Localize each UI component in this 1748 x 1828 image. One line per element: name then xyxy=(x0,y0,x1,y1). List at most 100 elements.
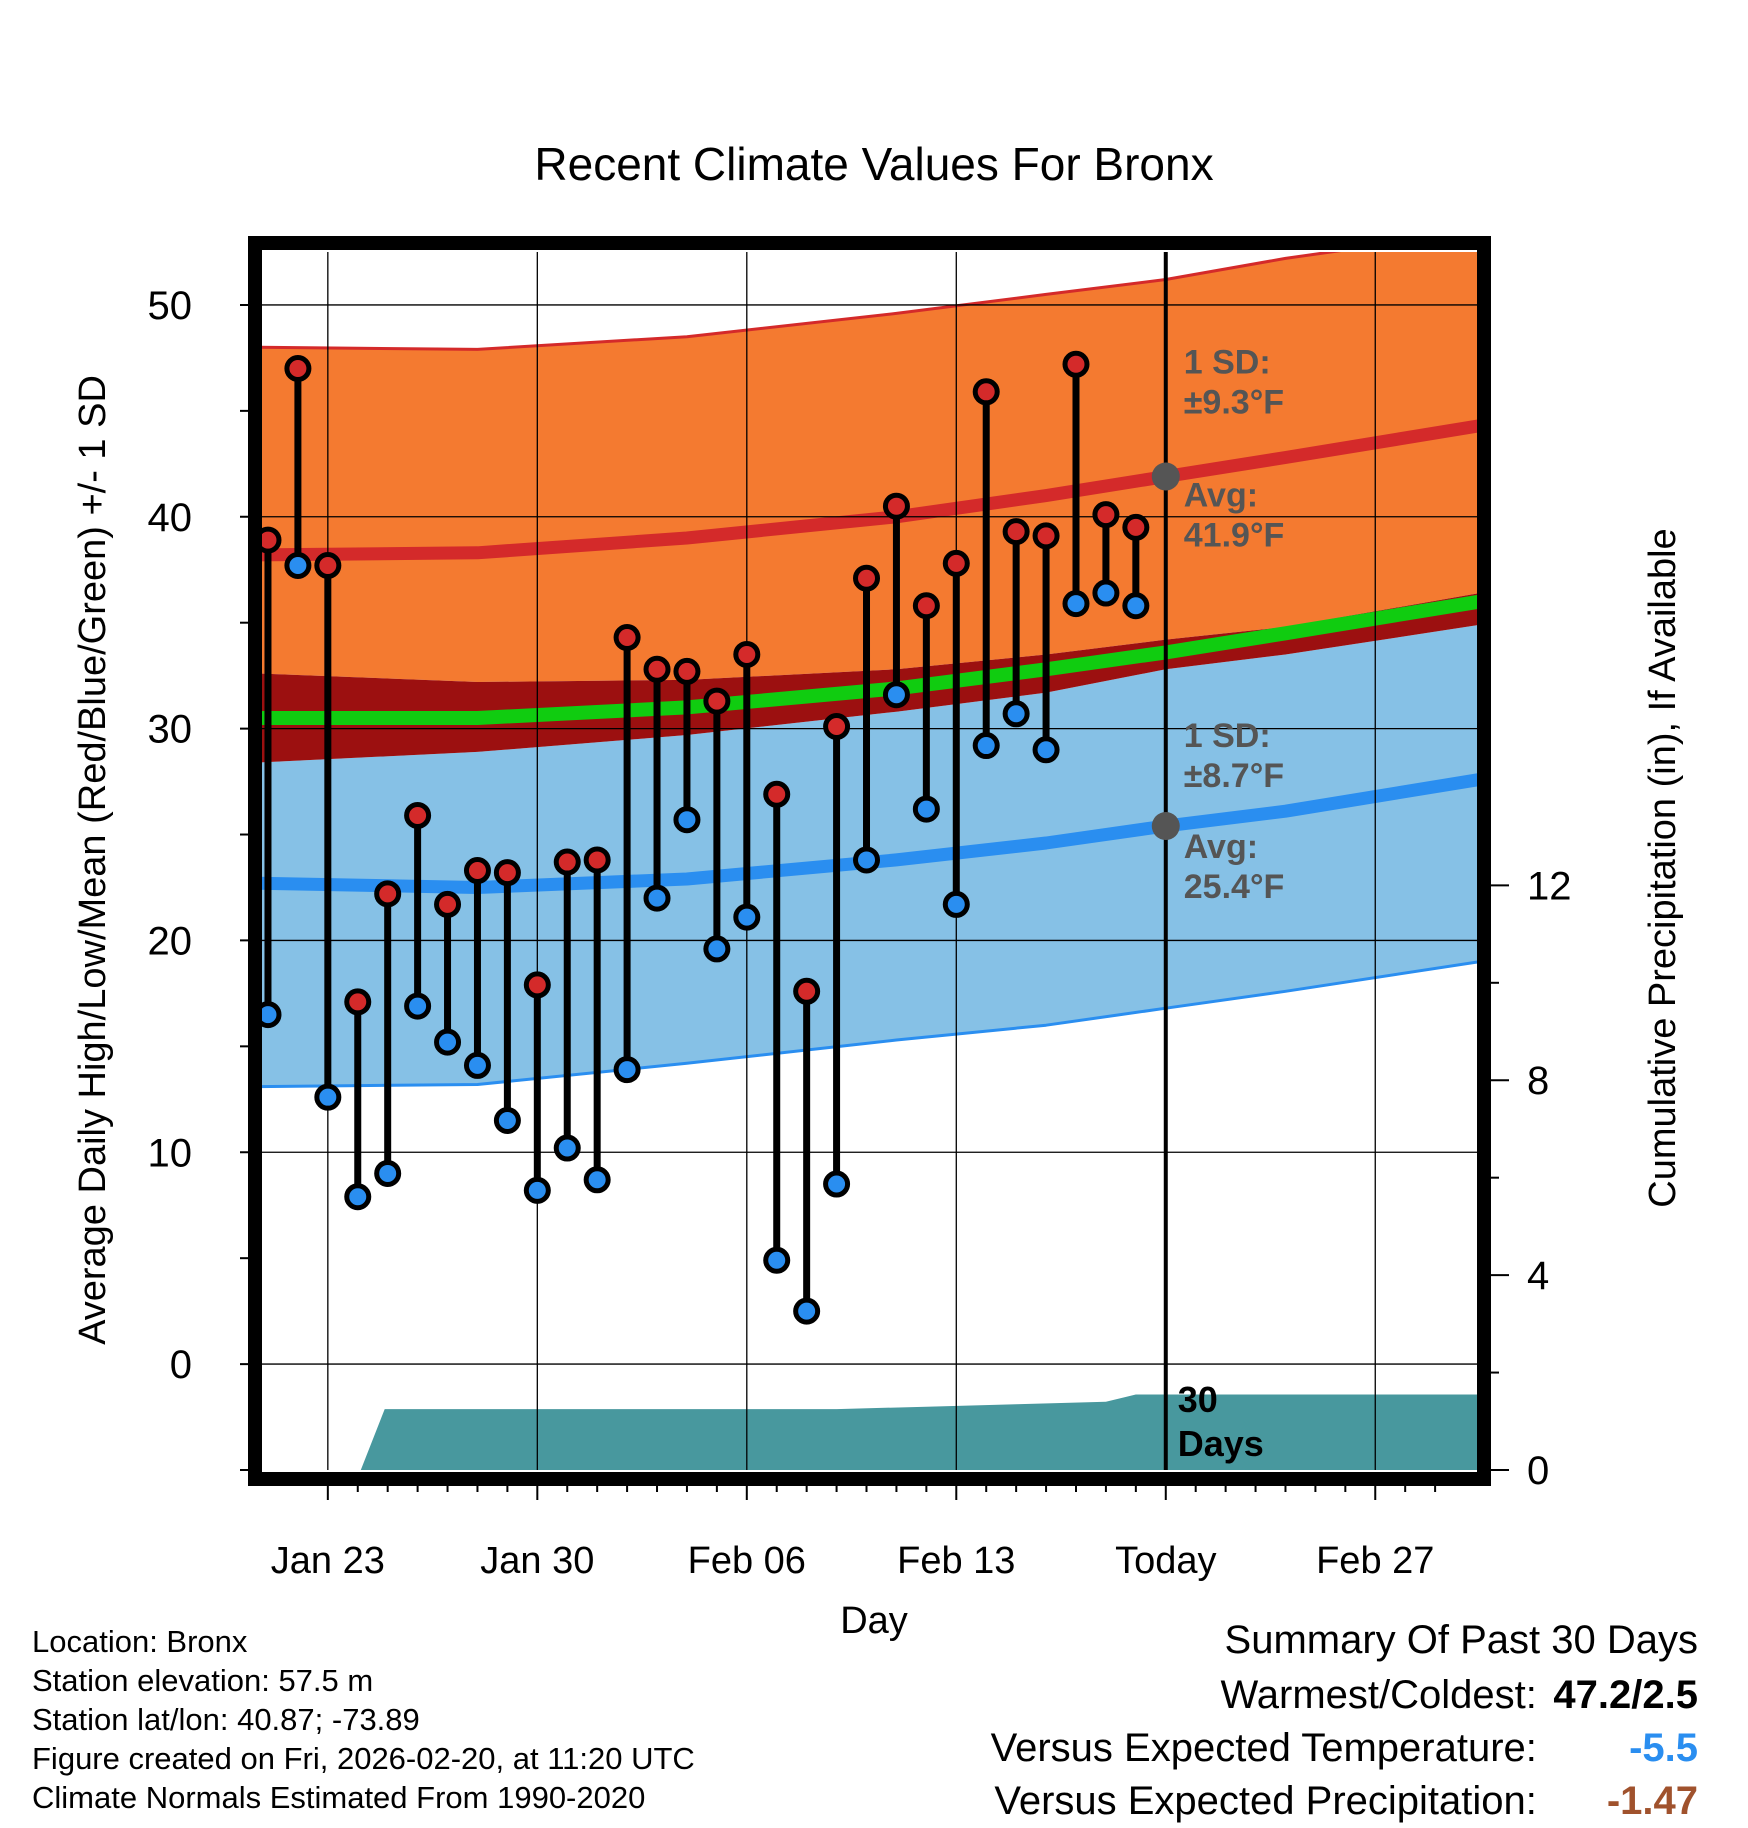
high-point xyxy=(613,624,641,652)
low-point xyxy=(643,884,671,912)
low-point xyxy=(1092,579,1120,607)
today-high-avg-marker xyxy=(1151,462,1180,491)
low-point xyxy=(434,1028,462,1056)
y2-tick-label: 0 xyxy=(1527,1449,1549,1493)
x-tick-label: Feb 06 xyxy=(688,1540,806,1582)
high-point xyxy=(823,712,851,740)
high-point xyxy=(1122,513,1150,541)
x-tick-label: Feb 27 xyxy=(1316,1540,1434,1582)
y-axis-label: Average Daily High/Low/Mean (Red/Blue/Gr… xyxy=(72,375,114,1345)
low-minus-sd-line xyxy=(259,960,1480,1089)
low-point xyxy=(853,846,881,874)
low-point xyxy=(344,1183,372,1211)
low-point xyxy=(1032,736,1060,764)
annotation-high-avg-line: Avg: xyxy=(1184,477,1258,515)
low-point xyxy=(463,1051,491,1079)
high-point xyxy=(793,977,821,1005)
low-point xyxy=(703,935,731,963)
low-point xyxy=(493,1106,521,1134)
high-point xyxy=(703,687,731,715)
summary-warmest-value: 47.2/2.5 xyxy=(1553,1673,1698,1717)
info-elevation: Station elevation: 57.5 m xyxy=(32,1663,374,1698)
station-info: Location: Bronx Station elevation: 57.5 … xyxy=(32,1622,695,1817)
low-point xyxy=(733,903,761,931)
low-point xyxy=(1122,592,1150,620)
y2-axis-label: Cumulative Precipitation (in), If Availa… xyxy=(1642,528,1684,1207)
info-created: Figure created on Fri, 2026-02-20, at 11… xyxy=(32,1741,695,1776)
high-point xyxy=(583,846,611,874)
high-point xyxy=(1062,350,1090,378)
low-point xyxy=(374,1159,402,1187)
high-point xyxy=(882,492,910,520)
high-point xyxy=(493,859,521,887)
low-point xyxy=(314,1083,342,1111)
y-tick-label: 0 xyxy=(170,1343,192,1387)
mean-normal-line xyxy=(259,594,1480,725)
y-axis: 0 10 20 30 40 50 xyxy=(148,284,259,1471)
low-point xyxy=(763,1246,791,1274)
annotation-days: 30 xyxy=(1178,1379,1218,1420)
high-point xyxy=(912,592,940,620)
low-point xyxy=(1062,590,1090,618)
x-tick-label: Jan 23 xyxy=(271,1540,385,1582)
high-point xyxy=(853,564,881,592)
high-point xyxy=(434,890,462,918)
summary-temp-value: -5.5 xyxy=(1629,1726,1698,1770)
low-point xyxy=(673,806,701,834)
low-point xyxy=(284,552,312,580)
annotation-high-avg-line: 41.9°F xyxy=(1184,517,1285,555)
summary-temp-label: Versus Expected Temperature: xyxy=(990,1726,1537,1770)
y2-tick-label: 4 xyxy=(1527,1254,1549,1298)
today-low-avg-marker xyxy=(1151,812,1180,841)
high-point xyxy=(463,857,491,885)
high-point xyxy=(942,549,970,577)
high-point xyxy=(1092,501,1120,529)
high-point xyxy=(284,355,312,383)
high-point xyxy=(643,655,671,683)
chart-title: Recent Climate Values For Bronx xyxy=(534,138,1213,190)
summary-panel: Summary Of Past 30 Days Warmest/Coldest:… xyxy=(991,1618,1698,1828)
y-tick-label: 10 xyxy=(148,1131,193,1175)
high-point xyxy=(344,988,372,1016)
y2-axis: 0 4 8 12 xyxy=(1487,864,1572,1493)
info-normals: Climate Normals Estimated From 1990-2020 xyxy=(32,1780,646,1815)
x-axis-label: Day xyxy=(840,1600,908,1642)
summary-precip-label: Versus Expected Precipitation: xyxy=(994,1779,1537,1823)
low-normal-line xyxy=(259,772,1480,894)
x-tick-label: Feb 13 xyxy=(897,1540,1015,1582)
summary-title: Summary Of Past 30 Days xyxy=(1224,1618,1698,1662)
high-sd-band xyxy=(259,252,1480,682)
low-point xyxy=(404,992,432,1020)
high-point xyxy=(259,526,282,554)
low-point xyxy=(259,1001,282,1029)
y-tick-label: 50 xyxy=(148,284,193,328)
x-tick-label: Jan 30 xyxy=(480,1540,594,1582)
low-point xyxy=(912,795,940,823)
info-location: Location: Bronx xyxy=(32,1624,248,1659)
low-point xyxy=(1002,700,1030,728)
high-point xyxy=(553,848,581,876)
high-point xyxy=(972,378,1000,406)
x-axis: Jan 23 Jan 30 Feb 06 Feb 13 Today Feb 27 xyxy=(271,1484,1437,1582)
y2-tick-label: 12 xyxy=(1527,864,1572,908)
summary-temp-row: Versus Expected Temperature: -5.5 xyxy=(991,1722,1698,1775)
high-point xyxy=(1032,522,1060,550)
annotation-days: Days xyxy=(1178,1423,1264,1464)
high-point xyxy=(733,640,761,668)
y2-tick-label: 8 xyxy=(1527,1059,1549,1103)
x-tick-label: Today xyxy=(1115,1540,1216,1582)
high-point xyxy=(404,801,432,829)
info-latlon: Station lat/lon: 40.87; -73.89 xyxy=(32,1702,420,1737)
low-point xyxy=(942,890,970,918)
low-point xyxy=(613,1056,641,1084)
annotation-low-sd-line: ±8.7°F xyxy=(1184,757,1284,795)
summary-precip-row: Versus Expected Precipitation: -1.47 xyxy=(991,1775,1698,1828)
y-tick-label: 30 xyxy=(148,708,193,752)
annotation-high-sd-line: 1 SD: xyxy=(1184,344,1271,382)
low-point xyxy=(972,732,1000,760)
y-tick-label: 40 xyxy=(148,496,193,540)
high-normal-line xyxy=(259,419,1480,562)
high-point xyxy=(374,880,402,908)
